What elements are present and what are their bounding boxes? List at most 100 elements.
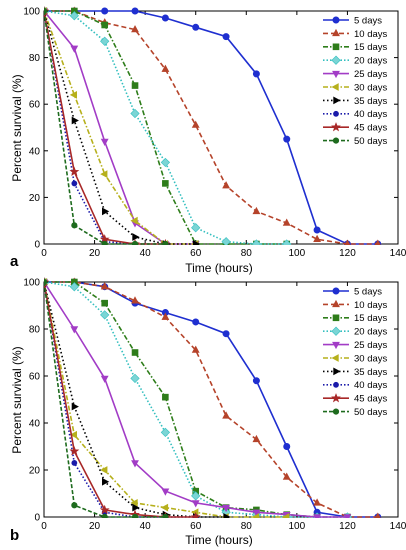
panel-b-plot-area — [44, 276, 382, 518]
panel-a-legend-label-20-days: 20 days — [354, 56, 388, 67]
panel-a-ytick-label: 60 — [29, 100, 41, 111]
panel-a-point-30-days — [130, 216, 138, 225]
panel-b-ytick-label: 20 — [29, 466, 41, 477]
panel-b-ytick-label: 100 — [23, 278, 40, 289]
panel-b-point-30-days — [130, 498, 138, 507]
panel-a-point-15-days — [101, 21, 108, 29]
panel-b-point-5-days — [252, 377, 260, 385]
panel-a-point-5-days — [252, 70, 260, 78]
panel-a-point-30-days — [69, 90, 77, 99]
panel-b-legend-label-35-days: 35 days — [354, 367, 388, 378]
panel-b-legend-label-10-days: 10 days — [354, 300, 388, 311]
panel-b-ytick-label: 60 — [29, 372, 41, 383]
panel-b-point-35-days — [223, 513, 231, 518]
panel-a-point-35-days — [71, 116, 79, 125]
panel-b-series-line-50-days — [44, 281, 166, 518]
panel-b-legend-marker-45-days — [331, 393, 341, 403]
panel-a-point-25-days — [70, 45, 79, 53]
panel-a-point-10-days — [222, 181, 231, 189]
panel-b-point-30-days — [251, 513, 260, 518]
panel-a-xtick-label: 60 — [190, 248, 202, 259]
panel-b-series-line-5-days — [44, 281, 378, 518]
panel-b-point-25-days — [131, 460, 139, 468]
panel-b-legend: 5 days 10 days 15 days 20 days 25 days 30 day… — [323, 286, 388, 418]
panel-b-ylabel: Percent survival (%) — [10, 346, 24, 453]
panel-a-legend-marker-25-days — [332, 70, 340, 79]
panel-a-point-10-days — [191, 120, 200, 128]
panel-a-point-20-days — [69, 11, 79, 21]
panel-b-point-10-days — [161, 312, 170, 320]
panel-a-point-20-days — [282, 239, 292, 245]
panel-b-point-25-days — [100, 375, 109, 383]
panel-a-point-5-days — [222, 33, 230, 41]
panel-a-legend-label-10-days: 10 days — [354, 29, 388, 40]
panel-b-series-line-45-days — [44, 281, 196, 518]
panel-b-point-35-days — [132, 503, 140, 512]
panel-a-point-15-days — [162, 180, 169, 187]
panel-b-point-15-days — [101, 299, 108, 307]
panel-a-legend-label-25-days: 25 days — [354, 69, 388, 80]
panel-b-xtick-label: 20 — [89, 521, 101, 532]
panel-a-point-40-days — [71, 180, 78, 187]
panel-b-point-25-days — [252, 509, 261, 517]
panel-b-legend-label-20-days: 20 days — [354, 327, 388, 338]
panel-b-point-20-days — [100, 310, 110, 320]
panel-b-legend-label-50-days: 50 days — [354, 407, 388, 418]
panel-a-ytick-label: 100 — [23, 7, 40, 18]
panel-b-point-10-days — [222, 411, 231, 419]
panel-a-legend-label-40-days: 40 days — [354, 109, 388, 120]
panel-a-legend-label-5-days: 5 days — [354, 15, 382, 26]
panel-b-series-line-10-days — [44, 281, 378, 518]
panel-a-legend-label-50-days: 50 days — [354, 136, 388, 147]
panel-a-point-15-days — [131, 82, 139, 89]
panel-a-point-5-days — [131, 7, 139, 15]
panel-a-point-10-days — [161, 64, 170, 72]
panel-b-point-20-days — [69, 282, 79, 292]
panel-b-point-25-days — [222, 504, 231, 513]
panel-a-legend-marker-50-days — [332, 137, 340, 144]
panel-a-ylabel: Percent survival (%) — [10, 74, 24, 181]
panel-b-legend-marker-50-days — [332, 408, 340, 415]
panel-b-point-15-days — [131, 349, 139, 356]
panel-a-legend-marker-30-days — [331, 83, 339, 91]
panel-a-point-5-days — [161, 14, 169, 22]
panel-b-point-30-days — [100, 466, 108, 474]
panel-a-point-50-days — [71, 222, 78, 229]
panel-a-legend-marker-20-days — [331, 55, 341, 65]
panel-a-legend-marker-5-days — [332, 16, 340, 24]
panel-a-legend-marker-10-days — [332, 28, 340, 37]
panel-a-point-10-days — [131, 25, 139, 33]
panel-b-xlabel: Time (hours) — [185, 533, 253, 547]
panel-b-point-50-days — [131, 513, 139, 518]
panel-b-point-50-days — [101, 513, 108, 518]
panel-b-xtick-label: 0 — [41, 521, 47, 532]
panel-a-xtick-label: 20 — [89, 248, 101, 259]
panel-b-point-25-days — [161, 488, 170, 496]
panel-a-legend-marker-45-days — [331, 122, 341, 132]
panel-a-point-20-days — [221, 237, 231, 245]
panel-a-legend-marker-15-days — [332, 43, 340, 51]
panel-b-point-50-days — [44, 278, 48, 286]
panel-b-point-50-days — [162, 513, 169, 518]
panel-a-point-50-days — [162, 240, 169, 245]
panel-b-point-10-days — [282, 472, 291, 480]
panel-a-ytick-label: 40 — [29, 146, 41, 157]
panel-a-xtick-label: 140 — [390, 248, 406, 259]
panel-a-ytick-label: 20 — [29, 193, 41, 204]
panel-a-point-10-days — [344, 239, 351, 245]
panel-b-point-30-days — [69, 430, 77, 439]
panel-a-point-5-days — [283, 135, 291, 143]
panel-b-ytick-label: 80 — [29, 325, 41, 336]
panel-b-point-25-days — [70, 326, 79, 334]
panel-a-point-30-days — [100, 170, 108, 179]
panel-a-point-20-days — [191, 223, 201, 233]
panel-b-xtick-label: 140 — [390, 521, 406, 532]
panel-a-ytick-label: 0 — [34, 240, 40, 251]
panel-b-point-20-days — [160, 427, 171, 438]
panel-b-legend-label-15-days: 15 days — [354, 313, 388, 324]
panel-b-point-25-days — [313, 514, 322, 518]
panel-a-legend-marker-40-days — [333, 110, 339, 117]
panel-b-point-40-days — [71, 460, 78, 466]
panel-a-xlabel: Time (hours) — [185, 261, 253, 275]
panel-b-point-5-days — [192, 318, 200, 326]
